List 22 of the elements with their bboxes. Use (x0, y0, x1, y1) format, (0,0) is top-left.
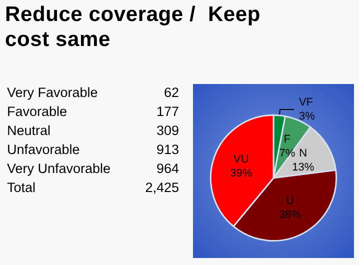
slice-label: N (299, 147, 308, 160)
text: Very Unfavorable (7, 161, 112, 176)
data-label: 38% (279, 209, 302, 222)
text: 913 (156, 142, 179, 157)
text: 964 (156, 161, 179, 176)
text: 2,425 (145, 180, 179, 195)
data-label: 3% (298, 110, 316, 122)
slice-label: F (284, 133, 291, 146)
data-label: 39% (230, 167, 252, 180)
text: Reduce coverage / Keep cost same (5, 2, 262, 52)
slice-label: VF (298, 96, 314, 108)
text: Favorable (7, 104, 68, 119)
text: Very Favorable (7, 85, 99, 100)
data-label: 13% (292, 161, 314, 174)
text: Neutral (7, 123, 52, 138)
text: Total (7, 180, 37, 195)
text: 177 (156, 104, 179, 119)
text: Unfavorable (7, 142, 81, 157)
text: 62 (164, 85, 179, 100)
slice-label: U (286, 195, 294, 208)
text: 309 (156, 123, 179, 138)
slice-label: VU (234, 153, 249, 166)
